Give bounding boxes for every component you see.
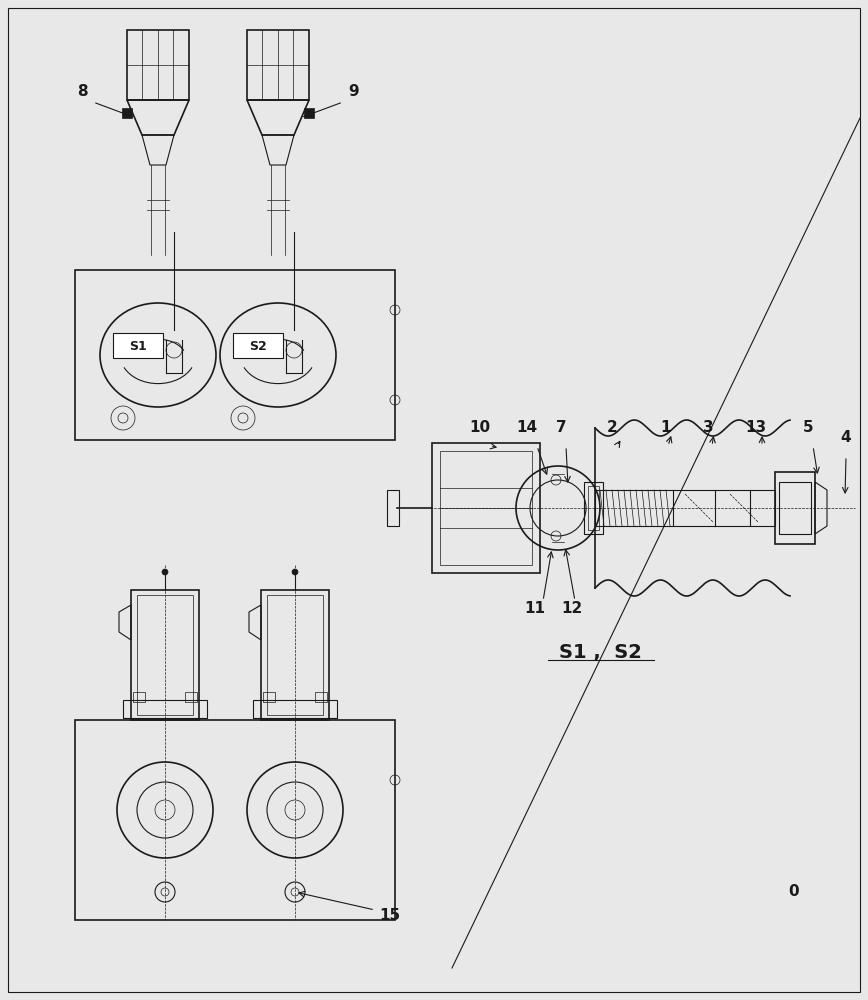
Bar xyxy=(75,720,395,920)
Bar xyxy=(127,30,189,100)
Bar xyxy=(131,590,199,720)
Bar xyxy=(315,692,327,702)
Text: 12: 12 xyxy=(562,601,582,616)
Bar xyxy=(304,108,314,118)
Bar xyxy=(584,482,603,534)
Text: 3: 3 xyxy=(703,420,713,435)
Bar xyxy=(123,700,207,718)
Bar xyxy=(75,270,395,440)
Text: 2: 2 xyxy=(607,420,617,435)
Bar xyxy=(253,700,337,718)
Bar xyxy=(595,490,775,526)
Text: 14: 14 xyxy=(516,420,537,435)
Text: 4: 4 xyxy=(841,430,852,445)
Text: 10: 10 xyxy=(470,420,490,435)
Bar xyxy=(233,333,283,358)
Bar xyxy=(263,692,275,702)
Bar xyxy=(432,443,540,573)
Text: 1: 1 xyxy=(661,420,671,435)
Bar xyxy=(779,482,811,534)
Text: S1 ,  S2: S1 , S2 xyxy=(559,643,641,662)
Bar xyxy=(588,486,599,530)
Bar xyxy=(113,333,163,358)
Text: 13: 13 xyxy=(746,420,766,435)
Bar xyxy=(261,590,329,720)
Text: 7: 7 xyxy=(556,420,566,435)
Bar xyxy=(122,108,132,118)
Bar xyxy=(267,595,323,715)
Circle shape xyxy=(292,569,298,575)
Bar xyxy=(137,595,193,715)
Text: 9: 9 xyxy=(349,85,359,100)
Bar xyxy=(387,490,399,526)
Bar xyxy=(133,692,145,702)
Text: 11: 11 xyxy=(524,601,545,616)
Text: S2: S2 xyxy=(249,340,266,354)
Text: 5: 5 xyxy=(803,420,813,435)
Text: 0: 0 xyxy=(789,884,799,900)
Text: S1: S1 xyxy=(129,340,147,354)
Text: 8: 8 xyxy=(76,85,88,100)
Text: 15: 15 xyxy=(379,908,400,922)
Bar xyxy=(185,692,197,702)
Bar xyxy=(775,472,815,544)
Circle shape xyxy=(162,569,168,575)
Bar xyxy=(247,30,309,100)
Bar xyxy=(440,451,532,565)
